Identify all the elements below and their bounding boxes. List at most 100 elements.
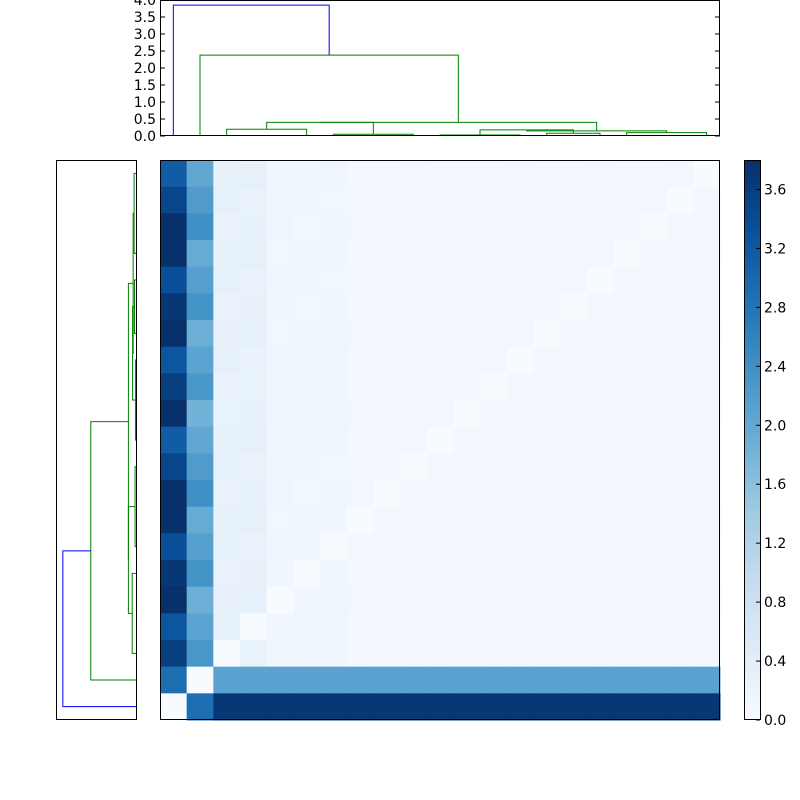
heatmap-cell — [640, 400, 668, 428]
heatmap-cell — [640, 693, 668, 721]
heatmap-cell — [560, 160, 588, 188]
heatmap-cell — [320, 613, 348, 641]
heatmap-cell — [693, 506, 721, 534]
dendrogram-link — [199, 54, 459, 136]
heatmap-cell — [666, 400, 694, 428]
heatmap-cell — [453, 320, 481, 348]
heatmap-cell — [586, 400, 614, 428]
heatmap-cell — [400, 426, 428, 454]
heatmap-cell — [373, 666, 401, 694]
heatmap-cell — [320, 373, 348, 401]
heatmap-cell — [560, 666, 588, 694]
heatmap-cell — [453, 266, 481, 294]
y-tick-label: 1.0 — [134, 95, 156, 111]
heatmap-cell — [240, 346, 268, 374]
heatmap-cell — [586, 373, 614, 401]
colorbar-tick-label: 3.2 — [764, 241, 786, 257]
heatmap-cell — [293, 160, 321, 188]
heatmap-cell — [453, 453, 481, 481]
heatmap-cell — [693, 346, 721, 374]
heatmap-cell — [373, 400, 401, 428]
dendrogram-link — [172, 4, 330, 136]
heatmap-cell — [640, 506, 668, 534]
heatmap-cell — [266, 480, 294, 508]
heatmap-cell — [400, 506, 428, 534]
heatmap-cell — [533, 213, 561, 241]
heatmap-cell — [560, 293, 588, 321]
heatmap-cell — [533, 453, 561, 481]
heatmap-cell — [453, 613, 481, 641]
heatmap-cell — [213, 320, 241, 348]
heatmap-cell — [453, 480, 481, 508]
heatmap-cell — [426, 613, 454, 641]
heatmap-cell — [533, 186, 561, 214]
heatmap-cell — [266, 186, 294, 214]
heatmap-cell — [186, 320, 214, 348]
heatmap-cell — [346, 586, 374, 614]
heatmap-cell — [453, 586, 481, 614]
heatmap-cell — [453, 426, 481, 454]
heatmap-cell — [186, 266, 214, 294]
heatmap-cell — [480, 160, 508, 188]
heatmap-cell — [160, 240, 188, 268]
heatmap-cell — [320, 266, 348, 294]
heatmap-cell — [320, 346, 348, 374]
heatmap-cell — [666, 293, 694, 321]
heatmap-cell — [320, 240, 348, 268]
heatmap-cell — [480, 400, 508, 428]
heatmap-cell — [373, 426, 401, 454]
y-tick-label: 2.0 — [134, 61, 156, 77]
heatmap-cell — [586, 640, 614, 668]
dendrogram-link — [131, 572, 136, 654]
heatmap-cell — [373, 506, 401, 534]
heatmap-cell — [666, 560, 694, 588]
heatmap-cell — [640, 586, 668, 614]
heatmap-cell — [533, 613, 561, 641]
heatmap-cell — [453, 560, 481, 588]
heatmap-cell — [613, 506, 641, 534]
heatmap-cell — [533, 346, 561, 374]
heatmap-cell — [186, 186, 214, 214]
heatmap-cell — [186, 400, 214, 428]
heatmap-cell — [480, 640, 508, 668]
heatmap-cell — [693, 640, 721, 668]
heatmap-cell — [426, 320, 454, 348]
heatmap-cell — [293, 400, 321, 428]
heatmap-cell — [693, 186, 721, 214]
heatmap-cell — [160, 213, 188, 241]
heatmap-cell — [346, 426, 374, 454]
heatmap-cell — [666, 320, 694, 348]
heatmap-cell — [586, 693, 614, 721]
heatmap-cell — [293, 426, 321, 454]
heatmap-cell — [640, 373, 668, 401]
heatmap-cell — [240, 453, 268, 481]
heatmap-cell — [240, 426, 268, 454]
heatmap-cell — [266, 293, 294, 321]
heatmap-cell — [533, 373, 561, 401]
heatmap-cell — [373, 373, 401, 401]
heatmap-cell — [373, 533, 401, 561]
heatmap-cell — [266, 613, 294, 641]
heatmap-cell — [160, 453, 188, 481]
heatmap-cell — [426, 533, 454, 561]
heatmap-cell — [453, 160, 481, 188]
heatmap-cell — [613, 613, 641, 641]
heatmap-cell — [373, 613, 401, 641]
heatmap-cell — [213, 400, 241, 428]
heatmap-cell — [426, 266, 454, 294]
heatmap-cell — [213, 213, 241, 241]
heatmap-cell — [373, 213, 401, 241]
heatmap-cell — [480, 506, 508, 534]
heatmap-cell — [373, 560, 401, 588]
heatmap-cell — [266, 160, 294, 188]
heatmap-cell — [693, 533, 721, 561]
heatmap-cell — [373, 453, 401, 481]
colorbar-tick-label: 0.8 — [764, 595, 786, 611]
heatmap-cell — [693, 213, 721, 241]
heatmap-cell — [613, 320, 641, 348]
heatmap-cell — [480, 426, 508, 454]
heatmap-cell — [480, 560, 508, 588]
heatmap-cell — [453, 213, 481, 241]
heatmap-cell — [506, 373, 534, 401]
heatmap-cell — [640, 533, 668, 561]
